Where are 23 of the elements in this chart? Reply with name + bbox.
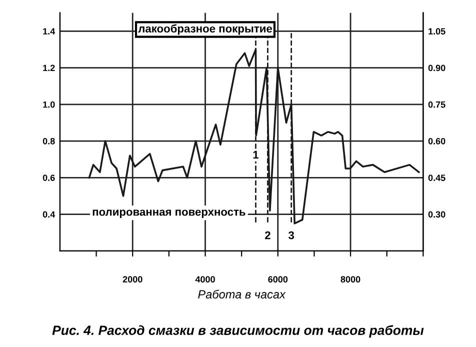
annotation: 3 — [288, 231, 294, 240]
annotation: лакообразное покрытие — [138, 24, 272, 35]
annotation: 2 — [265, 231, 270, 240]
y2-tick-label: 0.30 — [428, 211, 446, 218]
annotation: полированная поверхность — [92, 210, 246, 218]
x-axis-title: Работа в часах — [198, 290, 286, 299]
y-tick-label: 1.0 — [43, 101, 55, 108]
x-tick-label: 8000 — [340, 276, 360, 283]
text: Рис. 4. Расход смазки в зависимости от часов работы — [52, 325, 424, 338]
y2-tick-label: 0.45 — [428, 174, 446, 181]
y2-tick-label: 0.75 — [428, 101, 446, 108]
y2-tick-label: 1.05 — [428, 28, 446, 35]
y-tick-label: 1.4 — [43, 28, 56, 34]
y-tick-label: 1.2 — [43, 64, 55, 72]
y-tick-label: 0.4 — [42, 211, 56, 218]
y-tick-label: 0.8 — [42, 138, 55, 144]
x-tick-label: 6000 — [268, 276, 288, 283]
annotation: 1 — [253, 150, 259, 159]
y-tick-label: 0.6 — [42, 174, 55, 181]
y2-tick-label: 0.90 — [428, 64, 446, 72]
y2-tick-label: 0.60 — [428, 138, 446, 144]
x-tick-label: 2000 — [122, 276, 142, 283]
x-tick-label: 4000 — [195, 276, 215, 283]
